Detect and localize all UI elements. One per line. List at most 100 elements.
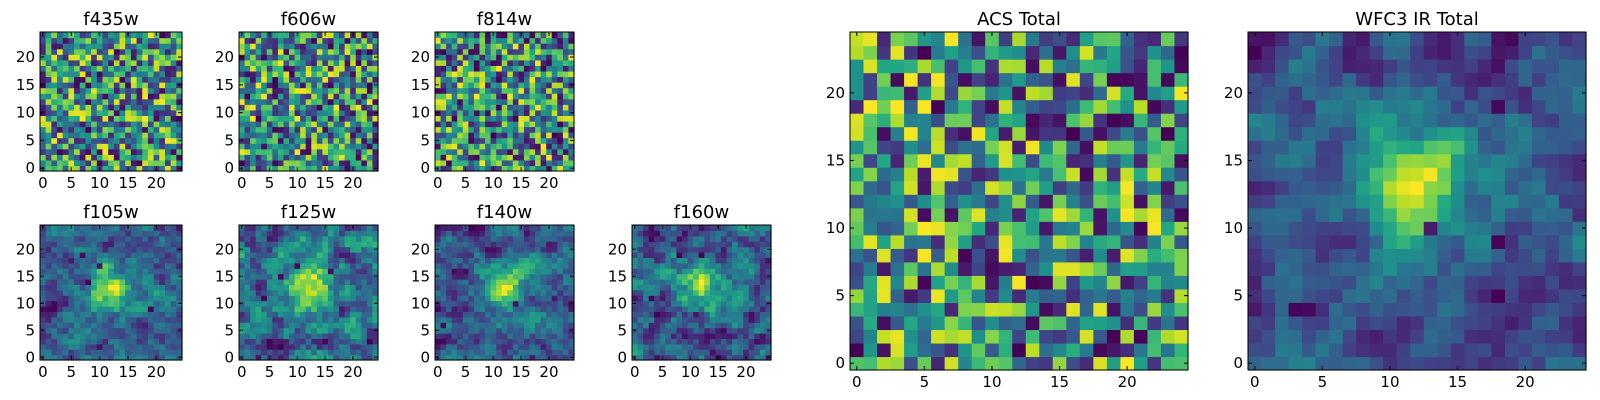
heatmap-cell (446, 262, 453, 269)
heatmap-cell (261, 252, 268, 258)
heatmap-cell (557, 109, 564, 116)
heatmap-cell (890, 221, 905, 236)
heatmap-cell (512, 354, 519, 361)
heatmap-cell (311, 311, 318, 318)
heatmap-cell (632, 295, 639, 302)
heatmap-cell (451, 165, 458, 172)
heatmap-cell (79, 262, 87, 269)
axes-frame (238, 31, 379, 172)
heatmap-cell (176, 98, 183, 105)
heatmap-cell (540, 70, 547, 78)
heatmap-cell (344, 300, 351, 307)
heatmap-cell (551, 120, 558, 128)
heatmap-cell (971, 180, 986, 195)
heatmap-cell (51, 82, 58, 89)
heatmap-cell (170, 43, 177, 50)
heatmap-cell (732, 300, 739, 307)
heatmap-cell (255, 262, 262, 269)
heatmap-cell (704, 252, 711, 258)
heatmap-cell (557, 65, 564, 72)
panel-title: f125w (281, 202, 336, 223)
heatmap-cell (277, 126, 285, 133)
heatmap-cell (670, 322, 678, 329)
heatmap-cell (737, 246, 744, 253)
heatmap-cell (1147, 315, 1162, 331)
heatmap-cell (147, 104, 155, 111)
heatmap-cell (176, 311, 183, 318)
heatmap-cell (451, 289, 458, 296)
heatmap-cell (239, 279, 246, 285)
heatmap-cell (266, 300, 273, 307)
heatmap-cell (1174, 342, 1189, 358)
heatmap-cell (147, 126, 155, 133)
heatmap-cell (473, 230, 481, 237)
heatmap-cell (74, 241, 81, 248)
heatmap-cell (244, 322, 251, 329)
heatmap-cell (732, 279, 739, 285)
heatmap-cell (496, 132, 503, 139)
heatmap-cell (159, 230, 166, 237)
heatmap-cell (462, 300, 469, 307)
heatmap-cell (113, 76, 121, 83)
heatmap-cell (512, 98, 519, 105)
heatmap-cell (648, 273, 655, 280)
heatmap-cell (74, 143, 81, 150)
heatmap-cell (512, 104, 519, 111)
heatmap-cell (562, 327, 570, 334)
heatmap-cell (546, 262, 553, 269)
heatmap-cell (737, 241, 744, 248)
heatmap-cell (643, 354, 650, 361)
heatmap-cell (372, 154, 379, 161)
heatmap-cell (142, 295, 149, 302)
heatmap-cell (142, 268, 149, 275)
heatmap-cell (485, 154, 492, 161)
heatmap-cell (40, 279, 47, 285)
heatmap-cell (709, 262, 716, 269)
heatmap-cell (529, 300, 536, 307)
heatmap-cell (485, 43, 492, 50)
heatmap-cell (170, 93, 177, 100)
heatmap-cell (457, 70, 464, 78)
heatmap-cell (496, 65, 503, 72)
heatmap-cell (119, 257, 126, 264)
heatmap-cell (473, 322, 481, 329)
heatmap-cell (113, 126, 121, 133)
heatmap-cell (277, 289, 285, 296)
heatmap-cell (255, 289, 262, 296)
heatmap-cell (327, 322, 335, 329)
heatmap-cell (62, 132, 69, 139)
heatmap-cell (529, 306, 536, 312)
heatmap-cell (164, 109, 172, 116)
heatmap-cell (339, 322, 346, 329)
heatmap-cell (518, 322, 525, 329)
heatmap-cell (62, 235, 69, 242)
heatmap-cell (62, 126, 69, 133)
heatmap-cell (704, 349, 711, 356)
heatmap-cell (164, 268, 172, 275)
heatmap-cell (311, 262, 318, 269)
heatmap-cell (153, 316, 160, 323)
heatmap-cell (507, 32, 514, 39)
heatmap-cell (153, 37, 160, 44)
heatmap-cell (91, 82, 98, 89)
heatmap-cell (322, 279, 329, 285)
heatmap-cell (79, 327, 87, 334)
heatmap-cell (322, 126, 329, 133)
heatmap-cell (316, 65, 323, 72)
heatmap-cell (45, 98, 52, 105)
heatmap-cell (366, 354, 374, 361)
heatmap-cell (147, 93, 155, 100)
heatmap-cell (518, 246, 525, 253)
heatmap-cell (355, 43, 362, 50)
heatmap-cell (85, 120, 92, 128)
heatmap-cell (715, 235, 722, 242)
heatmap-cell (1133, 288, 1149, 303)
heatmap-cell (130, 126, 138, 133)
heatmap-cell (136, 343, 143, 350)
heatmap-cell (850, 288, 865, 303)
heatmap-cell (490, 154, 497, 161)
heatmap-cell (311, 126, 318, 133)
heatmap-cell (648, 333, 655, 339)
heatmap-cell (305, 132, 312, 139)
heatmap-cell (904, 234, 919, 249)
